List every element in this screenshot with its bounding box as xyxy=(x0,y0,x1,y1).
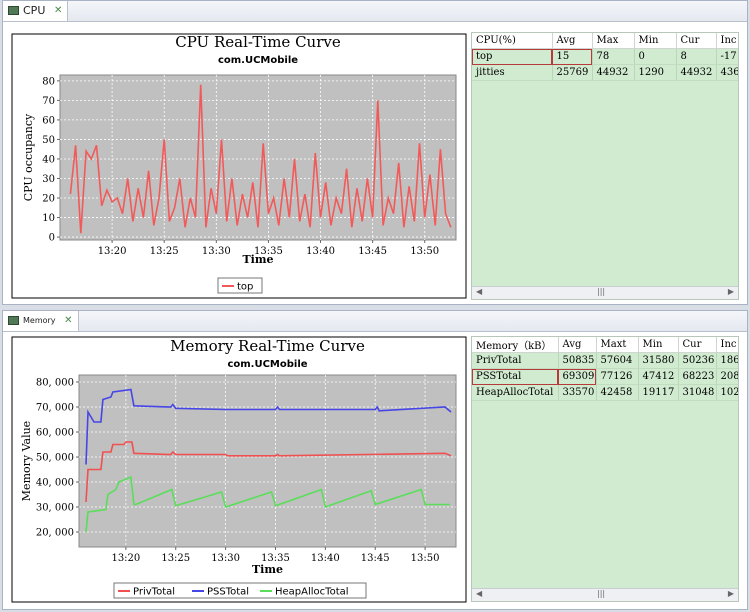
cell: 43642 xyxy=(716,64,738,81)
table-row[interactable]: HeapAllocTotal3357042458191173104810246 xyxy=(472,384,738,401)
tab-label: Memory xyxy=(23,316,56,325)
table-row[interactable]: PrivTotal5083557604315805023618656 xyxy=(472,352,738,369)
table-row[interactable]: PSSTotal6930977126474126822320811 xyxy=(472,368,738,385)
tab-label: CPU xyxy=(23,4,46,17)
cpu-tab[interactable]: CPU ✕ xyxy=(3,1,69,21)
header-row: CPU(%) Avg Max Min Cur Inc xyxy=(472,33,738,49)
cell: 47412 xyxy=(638,368,679,385)
cpu-table: CPU(%) Avg Max Min Cur Inc top 15 78 0 8 -17 jitties… xyxy=(471,32,739,300)
column-header: Maxt xyxy=(596,337,639,353)
tab-icon xyxy=(8,6,19,15)
cell: 50835 xyxy=(558,352,597,369)
column-header: Min xyxy=(638,337,679,353)
cell: 10246 xyxy=(716,384,738,401)
cell: 78 xyxy=(592,48,635,65)
column-header: Inc xyxy=(716,33,738,49)
header-row: Memory（kB） Avg Maxt Min Cur Inc xyxy=(472,337,738,353)
cell: 33570 xyxy=(558,384,597,401)
cell: jitties xyxy=(472,64,553,81)
cell: HeapAllocTotal xyxy=(472,384,559,401)
table-row[interactable]: jitties257694493212904493243642 xyxy=(472,64,738,81)
cell: PrivTotal xyxy=(472,352,559,369)
close-tab[interactable]: ✕ xyxy=(53,5,63,16)
cell: 15 xyxy=(552,48,593,65)
cell: 8 xyxy=(676,48,717,65)
cell: 0 xyxy=(634,48,677,65)
column-header: Memory（kB） xyxy=(472,337,559,353)
cell: 31580 xyxy=(638,352,679,369)
cell: 20811 xyxy=(716,368,738,385)
table: CPU(%) Avg Max Min Cur Inc top 15 78 0 8 -17 jitties… xyxy=(472,33,738,81)
tab-icon xyxy=(8,316,19,325)
cell: 69309 xyxy=(558,368,597,385)
cell: 25769 xyxy=(552,64,593,81)
cell: 19117 xyxy=(638,384,679,401)
tab-bar: Memory ✕ xyxy=(3,311,747,332)
tab-bar: CPU ✕ xyxy=(3,1,747,22)
close-tab[interactable]: ✕ xyxy=(64,315,73,326)
column-header: CPU(%) xyxy=(472,33,553,49)
column-header: Min xyxy=(634,33,677,49)
scrollbar[interactable]: ◀ ||| ▶ xyxy=(472,588,738,601)
table: Memory（kB） Avg Maxt Min Cur Inc PrivTotal 50835… xyxy=(472,337,738,401)
cell: 42458 xyxy=(596,384,639,401)
cell: 1290 xyxy=(634,64,677,81)
cell: 77126 xyxy=(596,368,639,385)
cell: top xyxy=(472,48,553,65)
cell: 18656 xyxy=(716,352,738,369)
column-header: Avg xyxy=(558,337,597,353)
column-header: Cur xyxy=(676,33,717,49)
column-header: Max xyxy=(592,33,635,49)
column-header: Inc xyxy=(716,337,738,353)
scrollbar[interactable]: ◀ ||| ▶ xyxy=(472,286,738,299)
memory-table: Memory（kB） Avg Maxt Min Cur Inc PrivTotal 50835… xyxy=(471,336,739,602)
cell: 31048 xyxy=(678,384,717,401)
column-header: Avg xyxy=(552,33,593,49)
cell: -17 xyxy=(716,48,738,65)
cell: 57604 xyxy=(596,352,639,369)
column-header: Cur xyxy=(678,337,717,353)
cell: PSSTotal xyxy=(472,368,559,385)
cell: 44932 xyxy=(592,64,635,81)
cell: 44932 xyxy=(676,64,717,81)
cell: 50236 xyxy=(678,352,717,369)
table-row[interactable]: top 15 78 0 8 -17 xyxy=(472,48,738,65)
cell: 68223 xyxy=(678,368,717,385)
memory-tab[interactable]: Memory ✕ xyxy=(3,311,79,331)
